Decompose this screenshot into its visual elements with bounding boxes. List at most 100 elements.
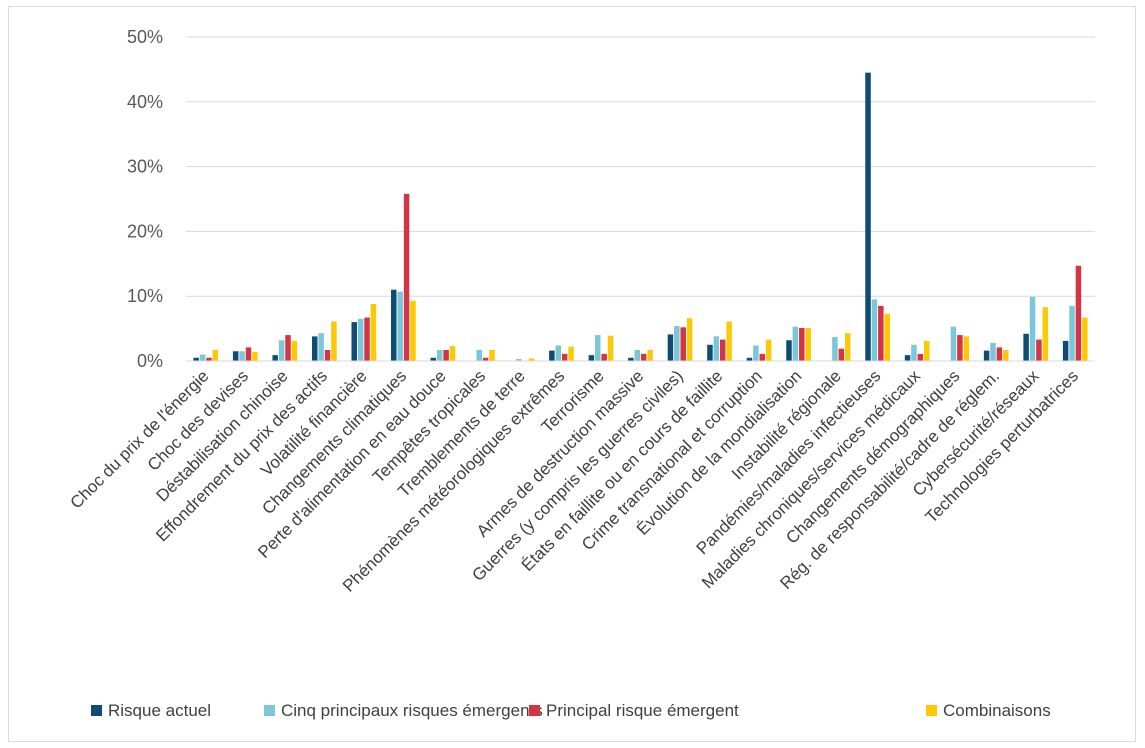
bar — [324, 349, 331, 361]
bar — [555, 345, 562, 361]
bar — [990, 342, 996, 361]
bar — [239, 351, 245, 361]
bar — [285, 335, 291, 361]
gridlines — [186, 36, 1095, 297]
y-tick-label: 30% — [127, 157, 163, 177]
bar — [443, 349, 449, 361]
bar — [436, 349, 443, 361]
bar — [680, 327, 686, 361]
bar — [430, 357, 437, 361]
bar — [515, 359, 522, 361]
bar — [759, 353, 766, 361]
bar — [482, 357, 489, 361]
bar — [707, 344, 713, 361]
bar — [1082, 317, 1088, 361]
y-tick-label: 20% — [127, 221, 163, 241]
bar — [686, 318, 693, 361]
bar — [719, 339, 726, 361]
bar — [911, 344, 917, 361]
bar — [193, 357, 199, 361]
bar — [449, 346, 456, 361]
bar — [963, 336, 970, 361]
bar — [640, 353, 647, 361]
bar — [601, 353, 607, 361]
bar — [1029, 296, 1036, 361]
legend-entry: Risque actuel — [108, 701, 211, 720]
legend: Risque actuel Cinq principaux risques éme… — [91, 701, 1051, 720]
bar — [278, 340, 285, 361]
bar — [528, 358, 535, 361]
bar — [391, 289, 397, 361]
bar — [364, 317, 370, 361]
y-tick-label: 50% — [127, 27, 163, 47]
legend-swatch — [529, 705, 540, 716]
bar — [996, 347, 1003, 361]
bar — [792, 326, 799, 361]
y-tick-label: 40% — [127, 92, 163, 112]
bar — [1003, 349, 1009, 361]
bar — [357, 318, 364, 361]
bar — [410, 300, 416, 361]
bar — [838, 348, 845, 361]
bar — [206, 357, 212, 361]
bar — [713, 336, 720, 361]
bar — [765, 339, 772, 361]
bar — [607, 335, 614, 361]
bar — [983, 350, 990, 361]
bar — [1075, 265, 1082, 361]
bar — [397, 291, 403, 361]
bar — [950, 326, 957, 361]
y-tick-label: 0% — [137, 351, 163, 371]
bar — [746, 357, 753, 361]
bar — [489, 349, 495, 361]
bar — [1036, 339, 1042, 361]
bar — [561, 353, 568, 361]
bar — [753, 345, 759, 361]
bar — [1023, 333, 1029, 361]
bar — [924, 340, 930, 361]
bar — [199, 354, 206, 361]
bar — [272, 355, 278, 361]
legend-swatch — [926, 705, 937, 716]
bar — [634, 349, 641, 361]
bar — [232, 351, 239, 361]
bar — [786, 340, 792, 361]
bar — [878, 305, 884, 361]
y-axis-tick-labels: 0% 10% 20% 30% 40% 50% — [127, 27, 163, 371]
bar — [1069, 305, 1075, 361]
bar — [799, 327, 805, 361]
bar — [318, 333, 324, 361]
bar — [568, 346, 574, 361]
bar — [311, 336, 318, 361]
legend-swatch — [91, 705, 102, 716]
bar — [957, 335, 963, 361]
bar — [647, 349, 653, 361]
bar — [726, 321, 732, 361]
bar — [871, 299, 878, 361]
bar — [476, 349, 482, 361]
bar — [844, 333, 851, 361]
bar — [212, 349, 219, 361]
bar — [1042, 307, 1049, 361]
bar — [245, 347, 252, 361]
bar — [904, 355, 911, 361]
bar — [865, 72, 871, 361]
bar — [674, 326, 680, 361]
bar — [588, 355, 595, 361]
bar — [667, 334, 674, 361]
bar — [805, 327, 811, 361]
bar — [403, 193, 410, 361]
legend-entry: Cinq principaux risques émergents — [281, 701, 543, 720]
bar — [832, 337, 838, 361]
bar — [291, 340, 298, 361]
legend-swatch — [264, 705, 275, 716]
legend-entry: Combinaisons — [943, 701, 1051, 720]
legend-entry: Principal risque émergent — [546, 701, 739, 720]
y-tick-label: 10% — [127, 286, 163, 306]
bar — [331, 321, 337, 361]
bar — [549, 350, 555, 361]
chart-area — [8, 6, 1136, 742]
bar — [1062, 340, 1069, 361]
